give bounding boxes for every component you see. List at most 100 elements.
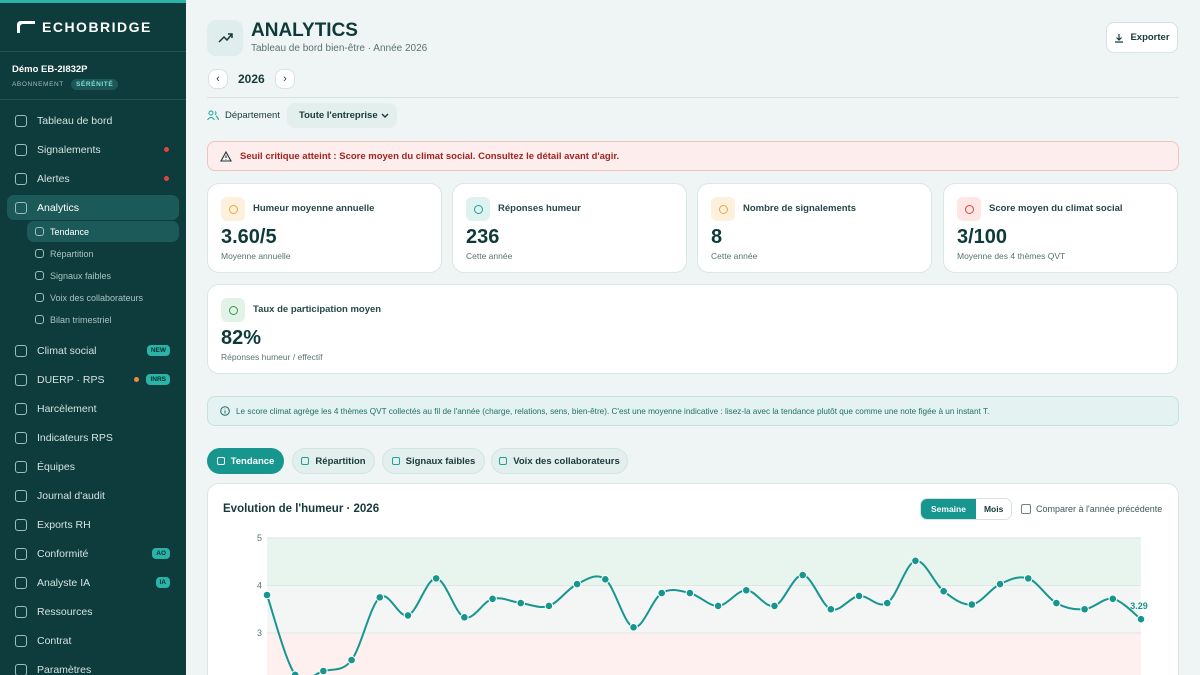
toggle-option[interactable]: Semaine [921,499,976,519]
nav-label: Ressources [37,605,93,618]
nav-icon [15,201,27,214]
nav-label: Climat social [37,344,97,357]
logo [17,21,35,33]
department-label: Département [225,110,280,121]
nav-label: Signalements [37,143,101,156]
nav-item[interactable]: DUERP · RPS INRS [7,367,179,392]
tab[interactable]: Signaux faibles [382,448,485,474]
tab[interactable]: Voix des collaborateurs [491,448,628,474]
kpi-card: Nombre de signalements 8 Cette année [697,183,932,273]
nav-label: Indicateurs RPS [37,431,113,444]
kpi-glyph [473,204,483,214]
next-year[interactable]: › [275,69,295,89]
nav-label: Alertes [37,172,70,185]
point [995,579,1005,589]
point [1052,598,1061,608]
compare-checkbox[interactable] [1021,504,1031,514]
point [431,574,441,583]
kpi-label: Réponses humeur [498,203,581,214]
point [290,670,300,675]
nav-item[interactable]: Tableau de bord [7,108,179,133]
point [375,593,385,602]
nav-label: Exports RH [37,518,91,531]
kpi-sub: Moyenne annuelle [221,251,291,261]
nav-item[interactable]: Harcèlement [7,396,179,421]
subnav-item[interactable]: Signaux faibles [27,265,179,286]
nav-label: Tableau de bord [37,114,113,127]
nav-item[interactable]: Signalements [7,137,179,162]
nav-badge: AO [152,548,170,559]
nav-icon [35,249,44,258]
kpi-icon [466,197,490,221]
nav-item[interactable]: Climat social NEW [7,338,179,363]
tab[interactable]: Répartition [292,448,375,474]
nav-label: Équipes [37,460,75,473]
plan-label: ABONNEMENT [12,81,64,88]
kpi-glyph [718,204,728,214]
nav-label: Analytics [37,201,80,214]
nav-badge: IA [155,577,170,588]
y-tick-label: 4 [257,581,262,591]
nav-item[interactable]: Journal d'audit [7,483,179,508]
kpi-label: Humeur moyenne annuelle [253,203,375,214]
nav-item[interactable]: Conformité AO [7,541,179,566]
nav-label: Signaux faibles [50,270,112,281]
point [460,613,469,622]
nav-item[interactable]: Contrat [7,628,179,653]
kpi-value: 236 [466,226,500,248]
nav-item[interactable]: Analytics [7,195,179,220]
nav-icon [35,293,44,302]
tab[interactable]: Tendance [207,448,284,474]
kpi-sub: Moyenne des 4 thèmes QVT [957,251,1066,261]
nav-label: Contrat [37,634,72,647]
page-title: ANALYTICS [251,20,358,41]
kpi-glyph [964,204,974,214]
plan-badge: SÉRÉNITÉ [71,79,119,90]
nav-item[interactable]: Ressources [7,599,179,624]
nav-label: Répartition [50,248,94,259]
value-label: 3.29 [1130,601,1148,611]
subnav-item[interactable]: Voix des collaborateurs [27,287,179,308]
nav-item[interactable]: Exports RH [7,512,179,537]
nav-label: Conformité [37,547,89,560]
subnav-item[interactable]: Tendance [27,221,179,242]
tab-label: Répartition [315,455,366,467]
department-select[interactable]: Toute l'entreprise [287,103,397,128]
toggle-option[interactable]: Mois [975,499,1012,519]
nav-item[interactable]: Alertes [7,166,179,191]
status-dot [164,176,169,181]
period-toggle: Semaine Mois [920,498,1013,520]
kpi-glyph [228,204,238,214]
nav-item[interactable]: Analyste IA IA [7,570,179,595]
nav-icon [15,547,27,560]
tab-icon [301,457,310,465]
divider [0,99,186,100]
alert-text: Seuil critique atteint : Score moyen du … [240,150,620,162]
point [854,591,864,601]
nav-icon [15,634,27,647]
tab-icon [499,457,508,465]
point [967,600,977,609]
export-button[interactable]: Exporter [1106,22,1178,53]
warning-icon [220,150,232,162]
point [798,570,807,580]
nav-label: Journal d'audit [37,489,105,502]
point [741,585,751,595]
nav-label: Analyste IA [37,576,91,589]
subnav-item[interactable]: Bilan trimestriel [27,309,179,330]
nav-item[interactable]: Équipes [7,454,179,479]
tab-label: Tendance [230,455,275,467]
subnav-item[interactable]: Répartition [27,243,179,264]
nav-label: Bilan trimestriel [50,314,112,325]
prev-year[interactable]: ‹ [208,69,228,89]
kpi-label: Score moyen du climat social [989,203,1123,214]
nav-label: Paramètres [37,663,92,675]
nav-item[interactable]: Paramètres [7,657,179,675]
y-tick-label: 5 [257,533,262,543]
nav-icon [15,114,27,127]
account: Démo EB-2I832P [12,64,88,75]
nav-icon [15,143,27,156]
band [267,538,1141,586]
nav-item[interactable]: Indicateurs RPS [7,425,179,450]
